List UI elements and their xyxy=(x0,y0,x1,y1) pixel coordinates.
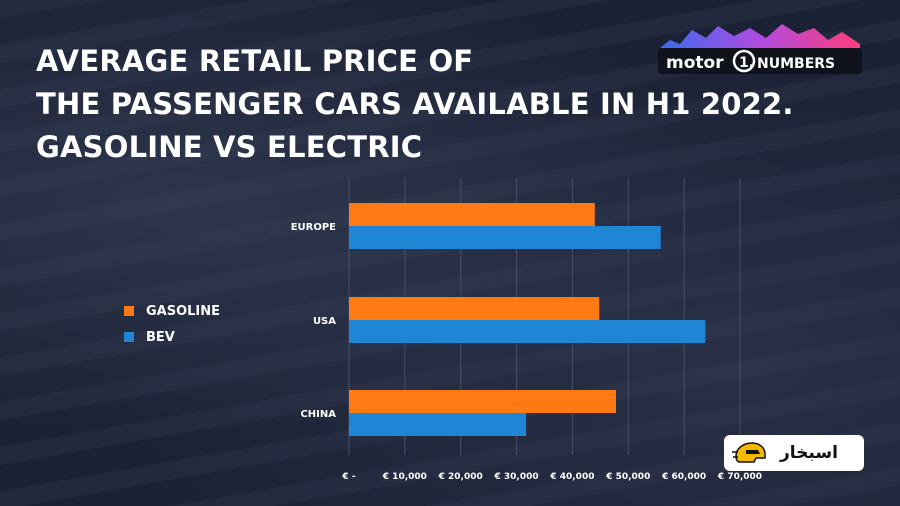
x-tick-label: € 20,000 xyxy=(438,472,483,482)
bar-bev-usa xyxy=(349,320,706,343)
logo-numeral: 1. xyxy=(739,55,754,71)
x-tick-label: € 60,000 xyxy=(661,472,706,482)
x-tick-label: € - xyxy=(341,472,355,482)
x-tick-label: € 50,000 xyxy=(605,472,650,482)
legend-label-gasoline: GASOLINE xyxy=(146,303,221,319)
bar-gasoline-europe xyxy=(349,203,595,226)
category-labels: EUROPE USA CHINA xyxy=(291,222,337,420)
x-tick-labels: € - € 10,000 € 20,000 € 30,000 € 40,000 € 50,… xyxy=(341,472,762,482)
motor1-numbers-logo: motor 1. NUMBERS xyxy=(656,18,864,78)
legend-label-bev: BEV xyxy=(146,329,175,345)
watermark-text: اسبخار xyxy=(780,443,838,463)
category-label-china: CHINA xyxy=(300,409,336,420)
chart-title: AVERAGE RETAIL PRICE OF THE PASSENGER CA… xyxy=(36,40,794,169)
watermark-badge: اسبخار xyxy=(724,435,864,471)
x-tick-label: € 30,000 xyxy=(494,472,539,482)
title-line-2: THE PASSENGER CARS AVAILABLE IN H1 2022. xyxy=(36,87,794,121)
legend-item-bev: BEV xyxy=(124,324,220,350)
legend-swatch-bev xyxy=(124,332,134,342)
car-helmet-icon xyxy=(732,442,766,463)
legend: GASOLINE BEV xyxy=(124,298,220,350)
bars xyxy=(349,203,706,436)
bar-gasoline-china xyxy=(349,390,616,413)
category-label-europe: EUROPE xyxy=(291,222,336,233)
x-tick-label: € 70,000 xyxy=(717,472,762,482)
x-tick-label: € 10,000 xyxy=(382,472,427,482)
bar-bev-europe xyxy=(349,226,661,249)
legend-swatch-gasoline xyxy=(124,306,134,316)
logo-word-numbers: NUMBERS xyxy=(757,56,835,72)
category-label-usa: USA xyxy=(313,316,336,327)
legend-item-gasoline: GASOLINE xyxy=(124,298,220,324)
bar-bev-china xyxy=(349,413,527,436)
logo-word-motor: motor xyxy=(666,53,724,73)
bar-gasoline-usa xyxy=(349,297,600,320)
title-line-3: GASOLINE VS ELECTRIC xyxy=(36,130,423,164)
x-tick-label: € 40,000 xyxy=(549,472,594,482)
title-line-1: AVERAGE RETAIL PRICE OF xyxy=(36,44,474,78)
